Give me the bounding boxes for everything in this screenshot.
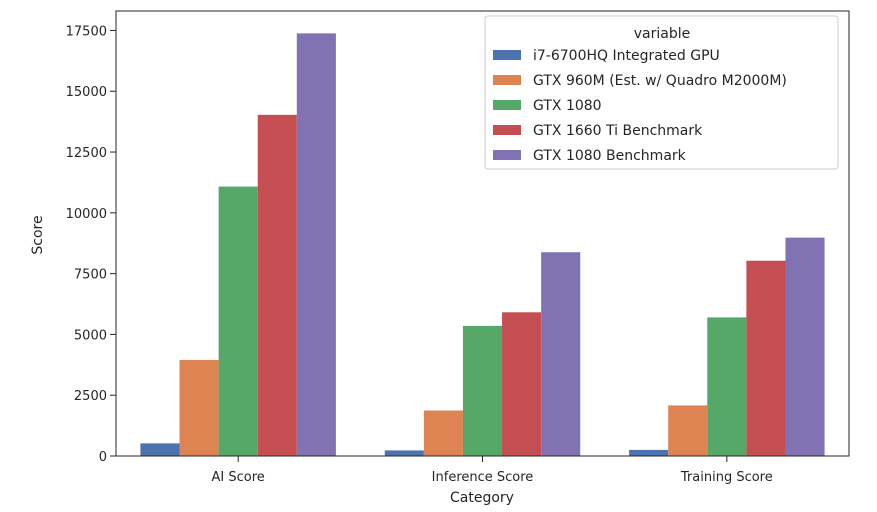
bar-3-series-3 [707, 317, 747, 456]
bar-2-series-2 [423, 410, 463, 456]
plot-frame [115, 10, 850, 457]
legend-swatch [493, 150, 521, 160]
y-axis-title: Score [30, 215, 46, 254]
y-tick-label: 12500 [66, 146, 107, 161]
y-tick-label: 2500 [74, 389, 107, 404]
bar-2-series-1 [384, 450, 424, 456]
bar-3-series-4 [746, 260, 786, 456]
bar-1-series-5 [296, 33, 336, 457]
legend-label: GTX 1080 [533, 98, 602, 114]
bar-2-series-4 [502, 312, 542, 456]
bar-1-series-4 [257, 114, 297, 456]
legend-label: i7-6700HQ Integrated GPU [533, 48, 720, 64]
y-tick-label: 17500 [66, 24, 107, 39]
bar-1-series-2 [179, 359, 219, 456]
y-tick-label: 0 [99, 450, 107, 465]
x-tick-label: AI Score [212, 470, 265, 485]
x-tick-label: Inference Score [432, 470, 534, 485]
y-tick-label: 5000 [74, 328, 107, 343]
legend-swatch [493, 100, 521, 110]
legend-items: i7-6700HQ Integrated GPU GTX 960M (Est. w… [493, 48, 787, 164]
y-axis-ticks: 0 2500 5000 7500 10000 12500 15000 17500 [66, 24, 116, 465]
legend-swatch [493, 50, 521, 60]
y-tick-label: 15000 [66, 85, 107, 100]
bar-2-series-3 [462, 325, 503, 456]
legend-label: GTX 1660 Ti Benchmark [533, 123, 703, 139]
legend-frame [484, 15, 839, 170]
legend-label: GTX 1080 Benchmark [533, 148, 687, 164]
bar-3-series-5 [785, 237, 825, 456]
bar-1-series-1 [140, 443, 180, 456]
legend-swatch [493, 75, 521, 85]
bar-3-series-1 [629, 449, 669, 456]
legend: variable i7-6700HQ Integrated GPU GTX 960… [484, 15, 839, 170]
y-tick-label: 7500 [74, 268, 107, 283]
x-axis-ticks: AI Score Inference Score Training Score [212, 456, 773, 485]
x-axis-title: Category [450, 490, 514, 506]
bar-1-series-3 [218, 186, 258, 456]
bars-layer [140, 33, 825, 457]
y-tick-label: 10000 [66, 207, 107, 222]
legend-swatch [493, 125, 521, 135]
bar-2-series-5 [541, 252, 581, 456]
x-tick-label: Training Score [680, 470, 773, 485]
legend-title: variable [634, 26, 690, 42]
bar-3-series-2 [668, 405, 708, 456]
legend-label: GTX 960M (Est. w/ Quadro M2000M) [533, 73, 787, 89]
